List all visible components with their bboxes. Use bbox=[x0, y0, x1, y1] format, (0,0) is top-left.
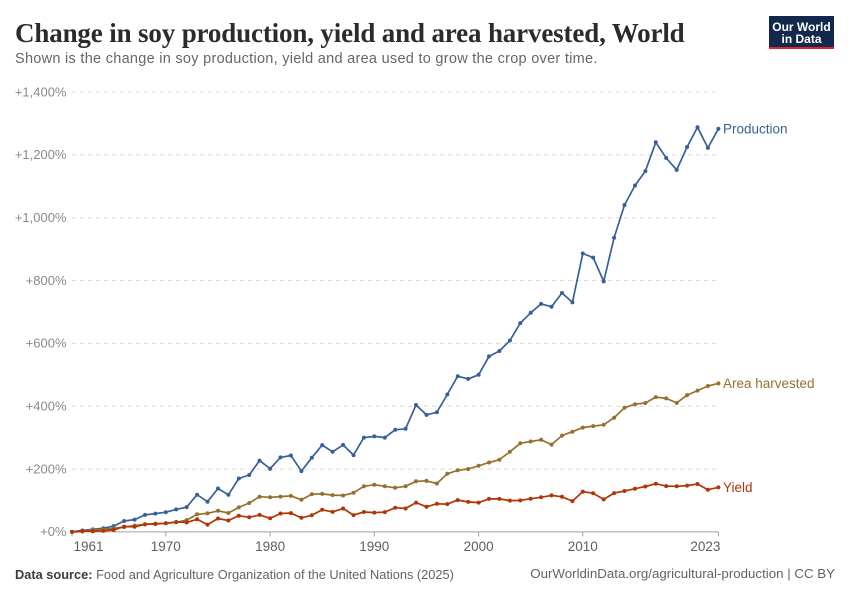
svg-text:1970: 1970 bbox=[151, 539, 181, 554]
svg-text:1961: 1961 bbox=[74, 539, 104, 554]
svg-text:+1,400%: +1,400% bbox=[15, 84, 67, 99]
svg-text:+0%: +0% bbox=[40, 524, 67, 539]
svg-text:+200%: +200% bbox=[26, 461, 67, 476]
svg-text:2000: 2000 bbox=[464, 539, 494, 554]
svg-text:1990: 1990 bbox=[359, 539, 389, 554]
svg-text:+600%: +600% bbox=[26, 336, 67, 351]
svg-text:Production: Production bbox=[723, 121, 788, 136]
svg-text:2023: 2023 bbox=[690, 539, 720, 554]
svg-text:1980: 1980 bbox=[255, 539, 285, 554]
svg-text:2010: 2010 bbox=[568, 539, 598, 554]
svg-text:Area harvested: Area harvested bbox=[723, 376, 815, 391]
svg-text:+800%: +800% bbox=[26, 273, 67, 288]
svg-text:+400%: +400% bbox=[26, 399, 67, 414]
svg-text:Yield: Yield bbox=[723, 480, 753, 495]
svg-text:+1,000%: +1,000% bbox=[15, 210, 67, 225]
svg-text:+1,200%: +1,200% bbox=[15, 147, 67, 162]
